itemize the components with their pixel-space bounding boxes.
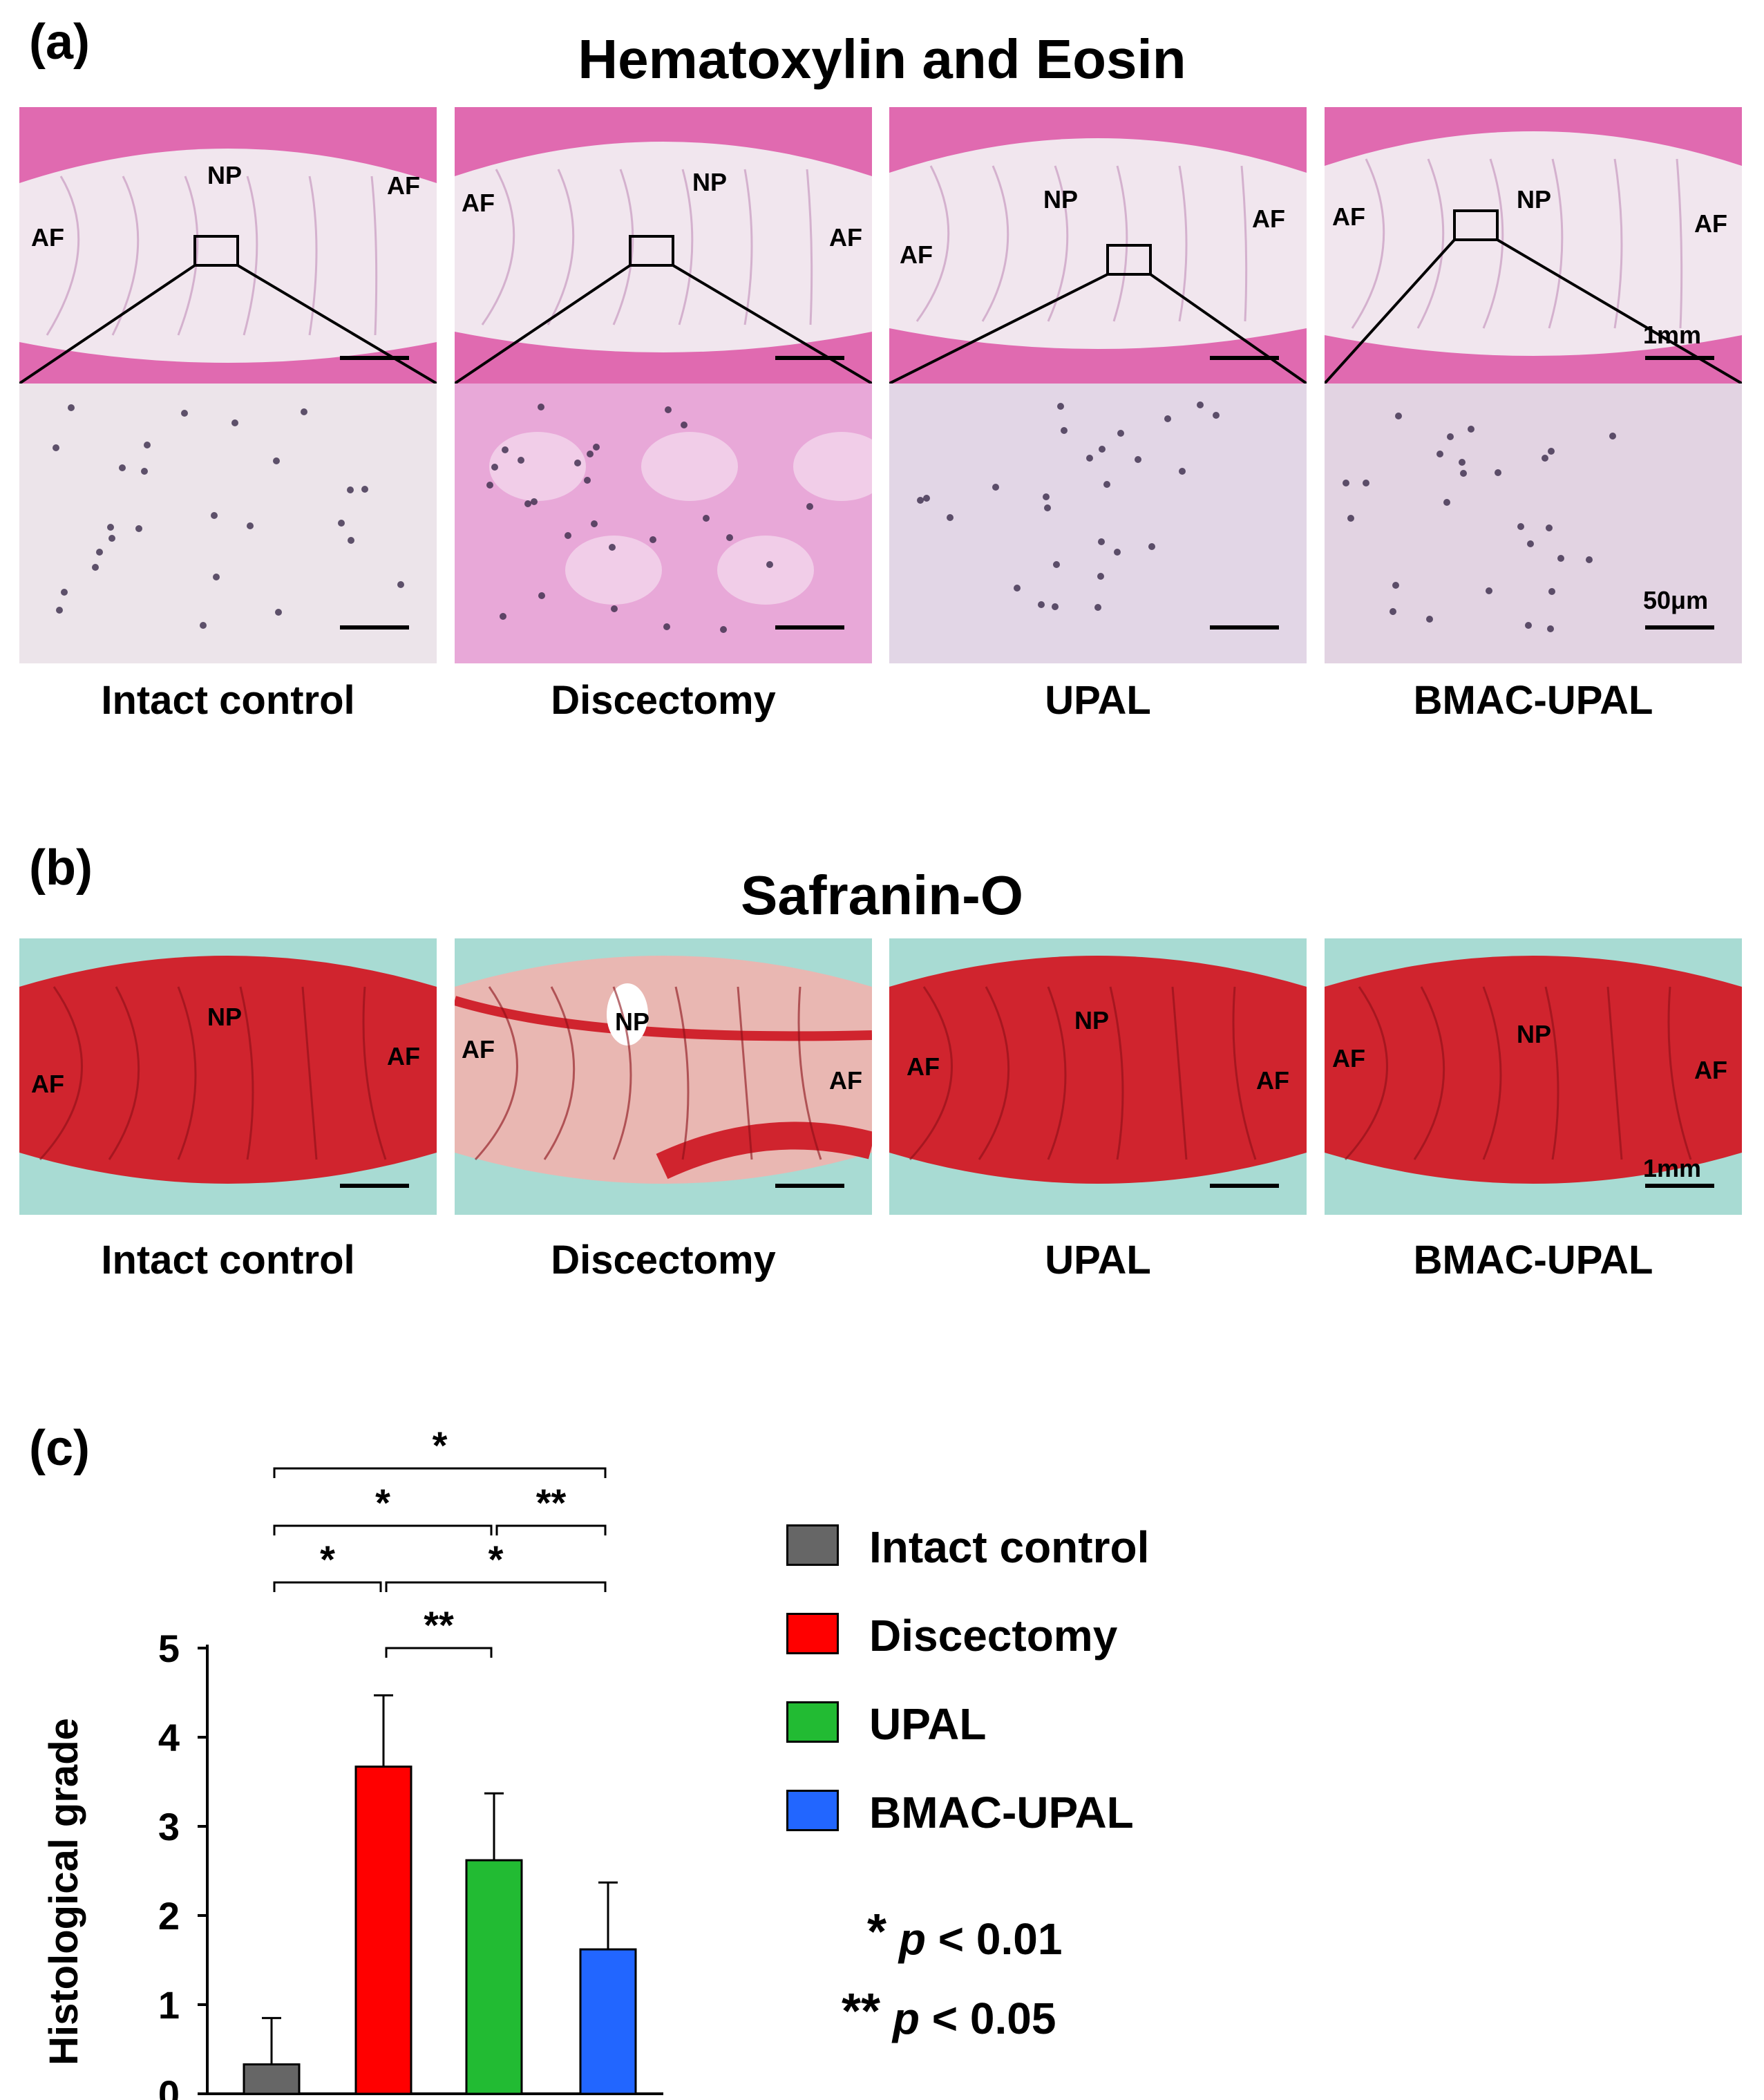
np-label: NP [207, 161, 243, 189]
sig-note-p: p [892, 1994, 920, 2043]
significance-bracket [385, 1647, 493, 1658]
he-magnified-image [455, 384, 872, 663]
sig-note-p005: ** p < 0.05 [842, 1983, 1056, 2044]
significance-stars: ** [424, 1603, 454, 1647]
significance-stars: * [375, 1481, 390, 1524]
safranin-caption: Intact control [101, 1238, 355, 1283]
safranin-image: NP AF AF [889, 938, 1307, 1215]
safranin-caption: Discectomy [551, 1238, 776, 1283]
y-tick-label: 5 [158, 1627, 180, 1670]
sig-note-stars: ** [842, 1984, 881, 2039]
he-title: Hematoxylin and Eosin [578, 28, 1186, 90]
safranin-image: NP AF AF [455, 938, 872, 1215]
af-label-left: AF [900, 240, 933, 269]
safranin-image: NP AF AF [19, 938, 437, 1215]
y-tick-label: 0 [158, 2072, 180, 2100]
bar [465, 1859, 523, 2095]
safranin-image: NP AF AF [1325, 938, 1742, 1215]
af-label-left: AF [907, 1052, 940, 1081]
y-tick-label: 2 [158, 1894, 180, 1938]
af-label-left: AF [1332, 1044, 1365, 1072]
panel-a-label: (a) [29, 15, 90, 70]
np-label: NP [1074, 1006, 1110, 1034]
np-label: NP [692, 168, 728, 196]
legend-label-upal: UPAL [869, 1699, 987, 1749]
legend-swatch-bmac-upal [786, 1790, 839, 1831]
he-magnified-image [19, 384, 437, 663]
he-overview-image: NP AF AF [1325, 107, 1742, 384]
af-label-right: AF [829, 1066, 862, 1095]
legend-label-intact: Intact control [869, 1522, 1150, 1572]
legend-swatch-discectomy [786, 1613, 839, 1654]
sig-note-p: p [898, 1914, 926, 1964]
np-label: NP [207, 1003, 243, 1031]
legend-swatch-intact [786, 1524, 839, 1566]
legend-label-discectomy: Discectomy [869, 1611, 1118, 1661]
significance-bracket [273, 1467, 607, 1478]
sig-note-p001: * p < 0.01 [867, 1904, 1062, 1965]
significance-bracket [385, 1581, 607, 1592]
np-label: NP [1517, 1020, 1552, 1048]
he-magnified-image [1325, 384, 1742, 663]
significance-stars: * [433, 1423, 448, 1467]
af-label-left: AF [462, 189, 495, 217]
af-label-right: AF [1694, 209, 1727, 238]
np-label: NP [615, 1008, 650, 1036]
significance-bracket [273, 1524, 493, 1535]
he-caption: UPAL [1045, 678, 1151, 723]
safranin-caption: BMAC-UPAL [1413, 1238, 1653, 1283]
y-tick-label: 4 [158, 1716, 180, 1759]
he-caption: Discectomy [551, 678, 776, 723]
bar [243, 2063, 301, 2095]
af-label-right: AF [387, 171, 420, 200]
af-label-left: AF [462, 1035, 495, 1063]
significance-stars: * [489, 1538, 504, 1581]
he-caption: Intact control [101, 678, 355, 723]
af-label-right: AF [1252, 205, 1285, 233]
scale-label-1mm: 1mm [1643, 321, 1702, 349]
sig-note-stars: * [867, 1904, 887, 1960]
panel-c-label: (c) [29, 1421, 90, 1476]
safranin-title: Safranin-O [741, 864, 1023, 926]
significance-bracket [495, 1524, 607, 1535]
np-label: NP [1043, 185, 1079, 214]
legend-label-bmac-upal: BMAC-UPAL [869, 1788, 1134, 1837]
he-overview-image: NP AF AF [455, 107, 872, 384]
panel-b-label: (b) [29, 840, 93, 896]
scale-label-1mm: 1mm [1643, 1154, 1702, 1182]
significance-bracket [273, 1581, 382, 1592]
significance-stars: ** [536, 1481, 567, 1524]
he-magnified-image [889, 384, 1307, 663]
y-axis-label: Histological grade [41, 1718, 86, 2065]
y-tick-label: 1 [158, 1983, 180, 2027]
he-overview-image: NP AF AF [889, 107, 1307, 384]
he-overview-image: NP AF AF [19, 107, 437, 384]
legend-swatch-upal [786, 1701, 839, 1743]
scale-label-50um: 50μm [1643, 586, 1709, 614]
he-caption: BMAC-UPAL [1413, 678, 1653, 723]
sig-note-value: < 0.01 [925, 1914, 1063, 1964]
af-label-right: AF [829, 223, 862, 252]
af-label-left: AF [31, 223, 64, 252]
af-label-right: AF [1694, 1056, 1727, 1084]
sig-note-value: < 0.05 [919, 1994, 1056, 2043]
y-tick-label: 3 [158, 1805, 180, 1848]
safranin-caption: UPAL [1045, 1238, 1151, 1283]
bar [354, 1766, 412, 2095]
significance-stars: * [320, 1538, 335, 1581]
af-label-right: AF [1256, 1066, 1289, 1095]
af-label-left: AF [1332, 202, 1365, 231]
np-label: NP [1517, 185, 1552, 214]
bar [579, 1948, 637, 2095]
af-label-right: AF [387, 1042, 420, 1070]
af-label-left: AF [31, 1070, 64, 1098]
